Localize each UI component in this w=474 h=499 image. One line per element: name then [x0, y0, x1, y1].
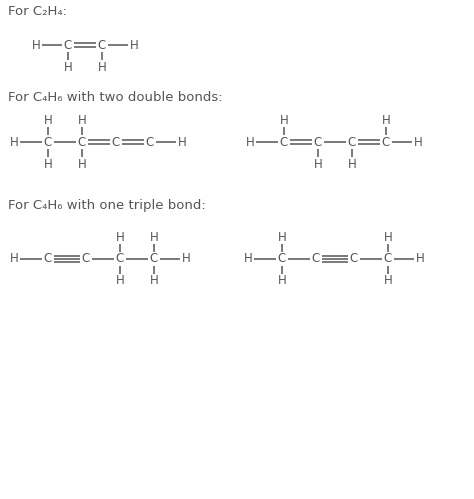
Text: H: H	[9, 136, 18, 149]
Text: C: C	[384, 252, 392, 265]
Text: H: H	[416, 252, 424, 265]
Text: C: C	[82, 252, 90, 265]
Text: H: H	[150, 274, 158, 287]
Text: H: H	[280, 113, 288, 127]
Text: H: H	[182, 252, 191, 265]
Text: C: C	[150, 252, 158, 265]
Text: C: C	[348, 136, 356, 149]
Text: H: H	[98, 60, 106, 73]
Text: H: H	[78, 113, 86, 127]
Text: C: C	[382, 136, 390, 149]
Text: For C₂H₄:: For C₂H₄:	[8, 5, 67, 18]
Text: C: C	[98, 38, 106, 51]
Text: H: H	[9, 252, 18, 265]
Text: H: H	[44, 158, 52, 171]
Text: H: H	[278, 274, 286, 287]
Text: H: H	[383, 274, 392, 287]
Text: C: C	[44, 252, 52, 265]
Text: H: H	[383, 231, 392, 244]
Text: H: H	[244, 252, 252, 265]
Text: C: C	[312, 252, 320, 265]
Text: C: C	[314, 136, 322, 149]
Text: C: C	[64, 38, 72, 51]
Text: For C₄H₆ with one triple bond:: For C₄H₆ with one triple bond:	[8, 199, 206, 212]
Text: H: H	[129, 38, 138, 51]
Text: H: H	[382, 113, 391, 127]
Text: H: H	[150, 231, 158, 244]
Text: H: H	[278, 231, 286, 244]
Text: H: H	[116, 274, 124, 287]
Text: H: H	[314, 158, 322, 171]
Text: C: C	[350, 252, 358, 265]
Text: H: H	[64, 60, 73, 73]
Text: H: H	[32, 38, 40, 51]
Text: H: H	[116, 231, 124, 244]
Text: C: C	[44, 136, 52, 149]
Text: H: H	[178, 136, 186, 149]
Text: H: H	[414, 136, 422, 149]
Text: H: H	[347, 158, 356, 171]
Text: C: C	[78, 136, 86, 149]
Text: C: C	[146, 136, 154, 149]
Text: For C₄H₆ with two double bonds:: For C₄H₆ with two double bonds:	[8, 91, 223, 104]
Text: C: C	[112, 136, 120, 149]
Text: H: H	[246, 136, 255, 149]
Text: C: C	[116, 252, 124, 265]
Text: H: H	[44, 113, 52, 127]
Text: H: H	[78, 158, 86, 171]
Text: C: C	[280, 136, 288, 149]
Text: C: C	[278, 252, 286, 265]
